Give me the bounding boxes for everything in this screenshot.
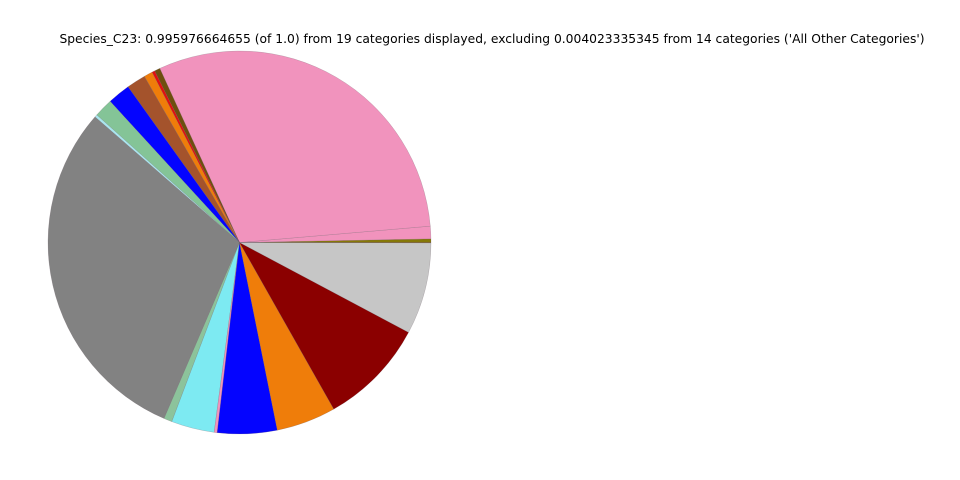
pie-slice-slice-10 — [94, 114, 240, 243]
pie-slice-slice-04 — [154, 68, 240, 243]
pie-slice-slice-11 — [47, 116, 240, 419]
pie-slice-slice-13 — [171, 242, 240, 433]
pie-slice-slice-16 — [239, 242, 335, 431]
pie-slice-slice-06 — [144, 71, 240, 243]
pie-slice-slice-05 — [151, 70, 240, 243]
pie-slice-slice-17 — [239, 242, 409, 410]
pie-slice-slice-18 — [239, 242, 432, 333]
pie-slice-slice-07 — [127, 76, 240, 243]
chart-title: Species_C23: 0.995976664655 (of 1.0) fro… — [59, 32, 925, 46]
pie-slice-slice-02 — [239, 225, 432, 243]
pie-slice-slice-01 — [239, 238, 432, 243]
pie-slice-slice-09 — [96, 101, 240, 243]
pie-slice-slice-15 — [216, 242, 278, 435]
pie-slice-slice-08 — [109, 86, 240, 243]
pie-slice-slice-14 — [213, 242, 240, 433]
pie-slice-slice-03 — [159, 50, 431, 243]
pie-slice-slice-12 — [163, 242, 240, 422]
